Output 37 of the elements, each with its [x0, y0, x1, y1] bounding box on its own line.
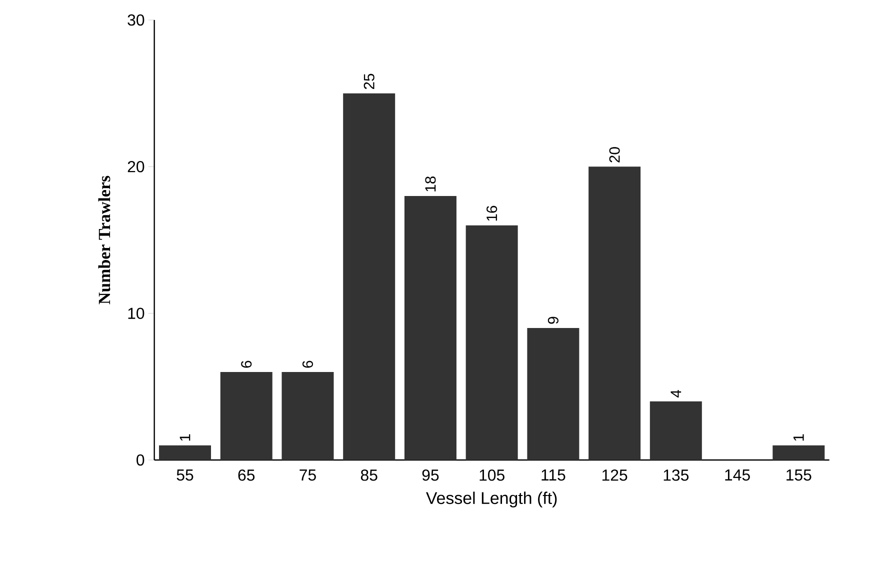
bar — [588, 166, 641, 460]
data-label: 1 — [180, 434, 190, 441]
data-label: 4 — [670, 390, 682, 398]
bar — [466, 225, 518, 460]
x-tick-label: 105 — [480, 470, 504, 481]
bar — [282, 372, 334, 460]
bar — [650, 401, 702, 460]
x-tick-label: 125 — [602, 470, 628, 481]
data-label: 6 — [302, 360, 314, 368]
y-axis-title: Number Trawlers — [98, 176, 110, 304]
data-label: 25 — [364, 74, 374, 90]
x-tick-label: 65 — [238, 470, 255, 481]
data-label: 1 — [794, 434, 804, 441]
x-tick-label: 95 — [422, 470, 439, 481]
bar — [404, 196, 456, 460]
y-tick-label: 10 — [128, 308, 144, 319]
x-tick-label: 55 — [176, 470, 194, 481]
y-tick-label: 0 — [136, 454, 144, 466]
x-tick-label: 115 — [542, 470, 566, 481]
data-label: 18 — [425, 176, 436, 192]
data-label: 6 — [241, 360, 252, 368]
bar — [772, 445, 825, 460]
x-tick-label: 135 — [664, 470, 689, 481]
y-tick-label: 20 — [128, 161, 144, 172]
data-label: 16 — [486, 206, 498, 221]
bar — [159, 445, 211, 460]
x-tick-label: 75 — [300, 470, 316, 481]
x-tick-label: 155 — [786, 470, 812, 481]
data-label: 9 — [548, 316, 558, 324]
x-tick-label: 85 — [360, 470, 378, 481]
x-axis-title: Vessel Length (ft) — [426, 492, 557, 508]
bar — [343, 93, 396, 460]
y-tick-label: 30 — [128, 14, 144, 26]
bar — [220, 372, 272, 460]
bar — [527, 328, 580, 460]
data-label: 20 — [609, 147, 620, 162]
x-tick-label: 145 — [725, 470, 750, 481]
